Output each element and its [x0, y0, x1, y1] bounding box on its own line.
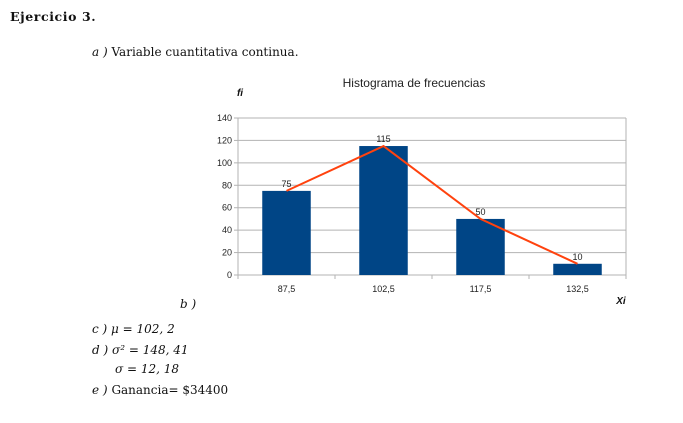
- item-e: e ) Ganancia= $34400: [92, 383, 228, 397]
- y-tick-label: 120: [217, 135, 232, 145]
- item-a: a ) Variable cuantitativa continua.: [92, 45, 299, 59]
- item-b-label: b ): [180, 297, 197, 311]
- histogram-bar: [262, 190, 311, 275]
- item-b: b ): [180, 297, 196, 311]
- y-tick-label: 60: [222, 203, 232, 213]
- data-label: 75: [281, 179, 291, 189]
- item-d: d ) σ² = 148, 41: [92, 343, 189, 357]
- y-axis-label: fi: [237, 88, 243, 99]
- item-a-label: a ): [92, 45, 108, 59]
- item-d-line2: σ = 12, 18: [115, 362, 179, 376]
- item-c-text: μ = 102, 2: [111, 322, 175, 336]
- item-d-stddev: σ = 12, 18: [115, 362, 180, 376]
- item-d-label: d ): [92, 343, 109, 357]
- exercise-title: Ejercicio 3.: [10, 9, 97, 24]
- y-tick-label: 140: [217, 113, 232, 123]
- item-e-text: Ganancia= $34400: [111, 383, 229, 397]
- item-c-label: c ): [92, 322, 108, 336]
- histogram-bar: [553, 263, 602, 275]
- item-a-text: Variable cuantitativa continua.: [111, 45, 299, 59]
- y-tick-label: 40: [222, 225, 232, 235]
- item-d-variance: σ² = 148, 41: [112, 343, 189, 357]
- line-layer: [286, 144, 578, 265]
- item-c: c ) μ = 102, 2: [92, 322, 175, 336]
- bar-layer: [262, 146, 602, 275]
- x-axis-label: Xi: [615, 296, 626, 307]
- y-tick-label: 20: [222, 248, 232, 258]
- label-layer: 0 20 40 60 80 100 120 140 75 87,5 115 102,5 50 117,5 1…: [217, 113, 589, 294]
- chart-title: Histograma de frecuencias: [343, 76, 486, 90]
- x-tick-label: 87,5: [278, 284, 296, 294]
- data-label: 115: [376, 134, 390, 144]
- histogram-bar: [359, 146, 408, 275]
- y-tick-label: 80: [222, 180, 232, 190]
- item-e-label: e ): [92, 383, 108, 397]
- data-label: 10: [572, 252, 582, 262]
- histogram-bar: [456, 218, 505, 275]
- y-tick-label: 0: [227, 270, 232, 280]
- x-tick-label: 117,5: [470, 284, 492, 294]
- frequency-polygon-line: [286, 144, 578, 265]
- data-label: 50: [475, 207, 485, 217]
- x-tick-label: 132,5: [566, 284, 589, 294]
- x-tick-label: 102,5: [372, 284, 395, 294]
- y-tick-label: 100: [217, 158, 232, 168]
